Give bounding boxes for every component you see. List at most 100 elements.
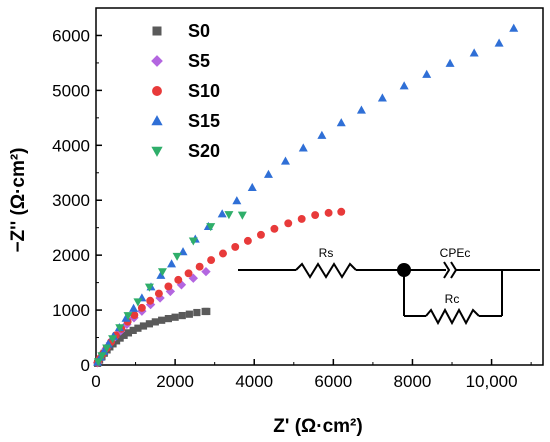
data-point-s10 [207,256,216,265]
data-point-s15 [494,38,504,47]
data-point-s5 [201,266,211,277]
data-point-s10 [219,249,227,258]
y-tick-label: 6000 [52,26,90,45]
data-point-s10 [243,236,252,245]
data-point-s20 [144,283,154,292]
data-point-s0 [178,311,186,320]
data-point-s20 [115,324,125,333]
legend-marker-s20 [151,146,163,157]
legend-marker-s0 [152,26,162,36]
data-point-s20 [206,223,216,232]
rc-resistor [425,307,480,326]
data-point-s0 [171,313,179,321]
data-point-s5 [188,273,198,283]
x-tick-label: 2000 [156,372,194,391]
x-axis: 0 2000 4000 6000 8000 10,000 [91,359,532,391]
data-point-s15 [263,169,273,178]
data-point-s10 [337,207,346,216]
data-series [92,23,519,368]
data-point-s0 [158,316,166,324]
data-point-s10 [154,289,163,298]
data-point-s10 [164,282,173,291]
y-tick-label: 3000 [52,191,90,210]
cpe-symbol-left [443,261,451,279]
plot-frame [95,7,544,366]
data-point-s0 [134,324,142,332]
legend-label-s0: S0 [188,21,210,41]
data-point-s10 [195,262,204,271]
data-point-s15 [469,48,479,57]
data-point-s20 [108,335,118,344]
x-tick-label: 4000 [235,372,273,391]
data-point-s0 [124,329,133,337]
data-point-s10 [297,214,306,223]
data-point-s10 [130,311,139,319]
data-point-s20 [157,268,167,277]
data-point-s15 [399,81,409,90]
series-s10 [93,207,346,367]
data-point-s20 [123,312,133,321]
data-point-s0 [185,310,193,318]
y-axis: 0 1000 2000 3000 4000 5000 6000 [52,26,102,375]
data-point-s20 [188,237,198,246]
data-point-s0 [151,318,159,326]
y-axis-title: −Z'' (Ω·cm²) [8,147,29,252]
data-point-s0 [193,308,201,317]
rc-label: Rc [445,292,460,306]
y-tick-label: 0 [81,356,90,375]
x-tick-label: 8000 [394,372,432,391]
data-point-s10 [174,275,183,284]
y-tick-label: 2000 [52,246,90,265]
y-tick-label: 4000 [52,136,90,155]
data-point-s15 [377,93,387,102]
data-point-s20 [224,211,234,220]
rs-resistor [295,262,357,279]
data-point-s10 [284,219,293,228]
x-tick-label: 6000 [314,372,352,391]
cpe-label: CPEc [440,246,471,260]
data-point-s15 [298,143,308,152]
data-point-s0 [164,314,172,323]
data-point-s5 [155,293,165,303]
data-point-s15 [317,130,327,139]
data-point-s15 [167,259,177,268]
x-tick-label: 10,000 [466,372,518,391]
y-tick-label: 5000 [52,81,90,100]
legend-label-s20: S20 [188,141,220,161]
cpe-symbol-right [450,261,458,279]
equivalent-circuit [238,261,540,326]
data-point-s15 [156,270,166,279]
data-point-s15 [217,209,227,218]
data-point-s10 [146,296,155,305]
x-axis-title: Z' (Ω·cm²) [273,416,362,437]
data-point-s10 [256,230,265,239]
data-point-s15 [509,23,519,32]
rs-label: Rs [319,246,334,260]
data-point-s5 [176,280,187,290]
series-s20 [93,211,247,367]
data-point-s15 [129,303,139,312]
data-point-s0 [129,326,137,334]
data-point-s20 [172,252,182,261]
data-point-s10 [184,269,193,278]
data-point-s20 [133,298,143,307]
data-point-s0 [203,307,211,316]
legend-marker-s10 [152,86,162,96]
data-point-s15 [280,156,290,165]
data-point-s0 [145,320,154,328]
data-point-s10 [137,303,146,312]
data-point-s10 [270,224,279,233]
legend-marker-s15 [151,115,163,126]
data-point-s5 [165,286,176,297]
data-point-s0 [120,331,128,339]
data-point-s20 [237,211,247,220]
data-point-s15 [445,58,455,67]
legend-label-s10: S10 [188,81,220,101]
y-tick-label: 1000 [52,301,90,320]
data-point-s15 [247,182,257,192]
data-point-s15 [422,69,432,78]
data-point-s15 [356,105,366,114]
legend-label-s15: S15 [188,111,220,131]
data-point-s10 [324,208,333,217]
